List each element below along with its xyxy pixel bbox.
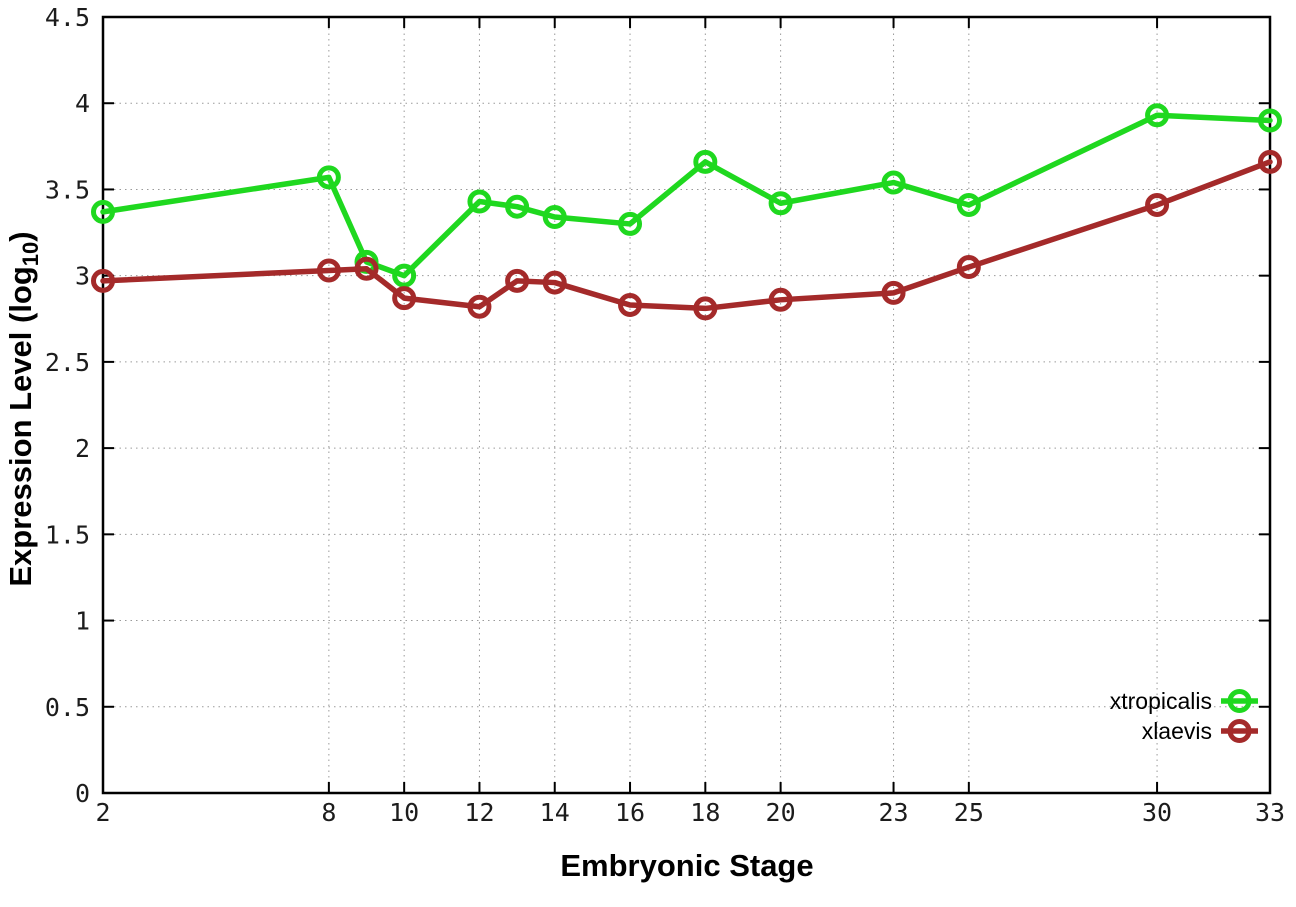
x-axis-title: Embryonic Stage: [560, 848, 813, 883]
data-point-marker-xtropicalis: [768, 191, 793, 216]
y-tick-label: 1.5: [45, 520, 90, 549]
data-point-marker-xlaevis: [316, 258, 341, 283]
x-tick-label: 30: [1142, 798, 1172, 827]
series-layer: [91, 103, 1282, 321]
x-tick-label: 33: [1255, 798, 1285, 827]
data-point-marker-xlaevis: [505, 268, 530, 293]
y-axis-title: Expression Level (log10): [3, 231, 43, 586]
data-point-marker-xtropicalis: [618, 211, 643, 236]
x-tick-label: 12: [464, 798, 494, 827]
data-point-marker-xlaevis: [956, 255, 981, 280]
x-tick-label: 10: [389, 798, 419, 827]
x-tick-label: 25: [954, 798, 984, 827]
x-tick-label: 8: [321, 798, 336, 827]
y-axis-title-subscript: 10: [18, 242, 43, 266]
x-tick-label: 20: [766, 798, 796, 827]
data-point-marker-xlaevis: [542, 270, 567, 295]
x-tick-label: 14: [540, 798, 570, 827]
data-point-marker-xlaevis: [467, 294, 492, 319]
data-point-marker-xtropicalis: [91, 199, 115, 224]
y-tick-label: 2.5: [45, 348, 90, 377]
legend-marker-icon: [1227, 719, 1252, 743]
data-point-marker-xlaevis: [881, 280, 906, 305]
legend-label-xlaevis: xlaevis: [1142, 718, 1212, 744]
data-point-marker-xtropicalis: [956, 192, 981, 217]
legend-label-xtropicalis: xtropicalis: [1110, 688, 1212, 714]
y-tick-label: 1: [75, 607, 90, 636]
data-point-marker-xlaevis: [618, 292, 643, 317]
data-point-marker-xlaevis: [354, 256, 379, 281]
data-point-marker-xtropicalis: [1258, 108, 1282, 133]
y-tick-label: 3: [75, 262, 90, 291]
data-point-marker-xtropicalis: [881, 170, 906, 195]
data-point-marker-xtropicalis: [467, 189, 492, 214]
data-point-marker-xtropicalis: [316, 165, 341, 190]
x-tick-label: 16: [615, 798, 645, 827]
legend: xtropicalis xlaevis: [1110, 688, 1258, 744]
plot-border: [101, 15, 1272, 795]
y-tick-label: 0: [75, 779, 90, 808]
y-tick-label: 4: [75, 89, 90, 118]
x-tick-label: 23: [878, 798, 908, 827]
grid-lines: [103, 17, 1270, 793]
x-tick-label: 2: [95, 798, 110, 827]
legend-marker-icon: [1227, 689, 1252, 713]
data-point-marker-xtropicalis: [505, 194, 530, 219]
data-point-marker-xlaevis: [392, 286, 417, 311]
y-axis-title-text: Expression Level (log: [3, 266, 38, 586]
data-point-marker-xlaevis: [693, 296, 718, 321]
y-tick-label: 4.5: [45, 3, 90, 32]
y-tick-label: 3.5: [45, 175, 90, 204]
data-point-marker-xlaevis: [1145, 192, 1170, 217]
data-point-marker-xlaevis: [1258, 149, 1282, 174]
data-point-marker-xlaevis: [91, 268, 115, 293]
series-line-xtropicalis: [100, 112, 1273, 279]
data-point-marker-xtropicalis: [693, 149, 718, 174]
data-point-marker-xlaevis: [768, 287, 793, 312]
data-point-marker-xtropicalis: [542, 205, 567, 230]
y-tick-label: 2: [75, 434, 90, 463]
axes: 2 8 10 12 14 16 18 20 23 25 30 33 0 0.5 1 1.5 2 2.5 3 3.5 4 4…: [45, 3, 1285, 827]
y-tick-label: 0.5: [45, 693, 90, 722]
data-point-marker-xtropicalis: [1145, 103, 1170, 128]
data-point-marker-xtropicalis: [392, 263, 417, 288]
y-axis-title-suffix: ): [3, 231, 38, 241]
x-tick-label: 18: [690, 798, 720, 827]
